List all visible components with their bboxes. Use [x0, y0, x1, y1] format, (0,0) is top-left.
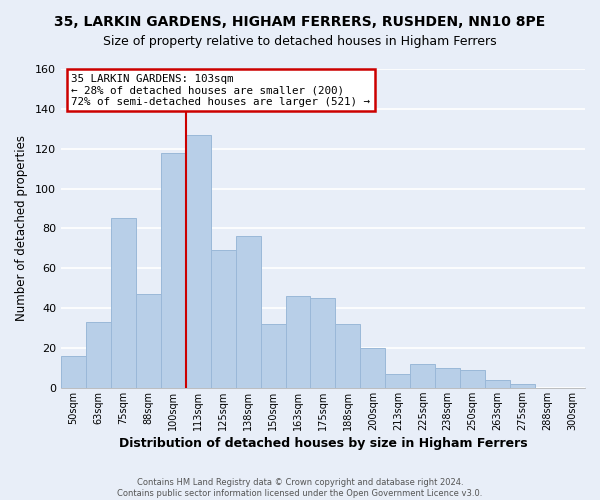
Bar	[510, 384, 535, 388]
Bar	[236, 236, 260, 388]
Text: 35 LARKIN GARDENS: 103sqm
← 28% of detached houses are smaller (200)
72% of semi: 35 LARKIN GARDENS: 103sqm ← 28% of detac…	[71, 74, 370, 107]
Bar	[335, 324, 361, 388]
Bar	[435, 368, 460, 388]
Bar	[410, 364, 435, 388]
X-axis label: Distribution of detached houses by size in Higham Ferrers: Distribution of detached houses by size …	[119, 437, 527, 450]
Y-axis label: Number of detached properties: Number of detached properties	[15, 136, 28, 322]
Text: 35, LARKIN GARDENS, HIGHAM FERRERS, RUSHDEN, NN10 8PE: 35, LARKIN GARDENS, HIGHAM FERRERS, RUSH…	[55, 15, 545, 29]
Bar	[61, 356, 86, 388]
Bar	[136, 294, 161, 388]
Bar	[260, 324, 286, 388]
Bar	[186, 134, 211, 388]
Text: Contains HM Land Registry data © Crown copyright and database right 2024.
Contai: Contains HM Land Registry data © Crown c…	[118, 478, 482, 498]
Bar	[460, 370, 485, 388]
Bar	[485, 380, 510, 388]
Bar	[211, 250, 236, 388]
Text: Size of property relative to detached houses in Higham Ferrers: Size of property relative to detached ho…	[103, 35, 497, 48]
Bar	[161, 152, 186, 388]
Bar	[111, 218, 136, 388]
Bar	[286, 296, 310, 388]
Bar	[361, 348, 385, 388]
Bar	[86, 322, 111, 388]
Bar	[385, 374, 410, 388]
Bar	[310, 298, 335, 388]
